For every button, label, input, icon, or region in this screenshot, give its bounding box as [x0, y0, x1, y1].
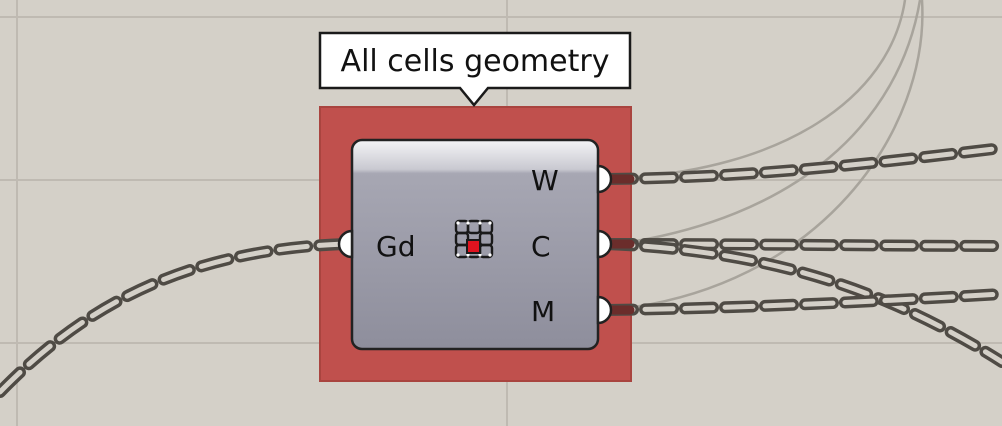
cell-grid-icon	[454, 219, 494, 259]
component-node[interactable]: Gd W C M	[337, 138, 613, 351]
output-grip-m[interactable]	[596, 295, 613, 325]
output-label-c: C	[531, 230, 551, 263]
output-grip-w[interactable]	[596, 164, 613, 194]
wire-output-c-down[interactable]	[599, 238, 1002, 368]
wire-output-w[interactable]	[599, 142, 1002, 185]
wire-output-m[interactable]	[599, 288, 1002, 316]
tooltip: All cells geometry	[318, 31, 632, 107]
input-grip-gd[interactable]	[337, 229, 354, 259]
background-wires	[609, 0, 924, 312]
output-label-w: W	[531, 164, 559, 197]
output-label-m: M	[531, 295, 555, 328]
output-grip-c[interactable]	[596, 229, 613, 259]
wire-input-gd[interactable]	[0, 238, 351, 398]
tooltip-text: All cells geometry	[341, 44, 610, 79]
input-label-gd: Gd	[376, 230, 415, 263]
